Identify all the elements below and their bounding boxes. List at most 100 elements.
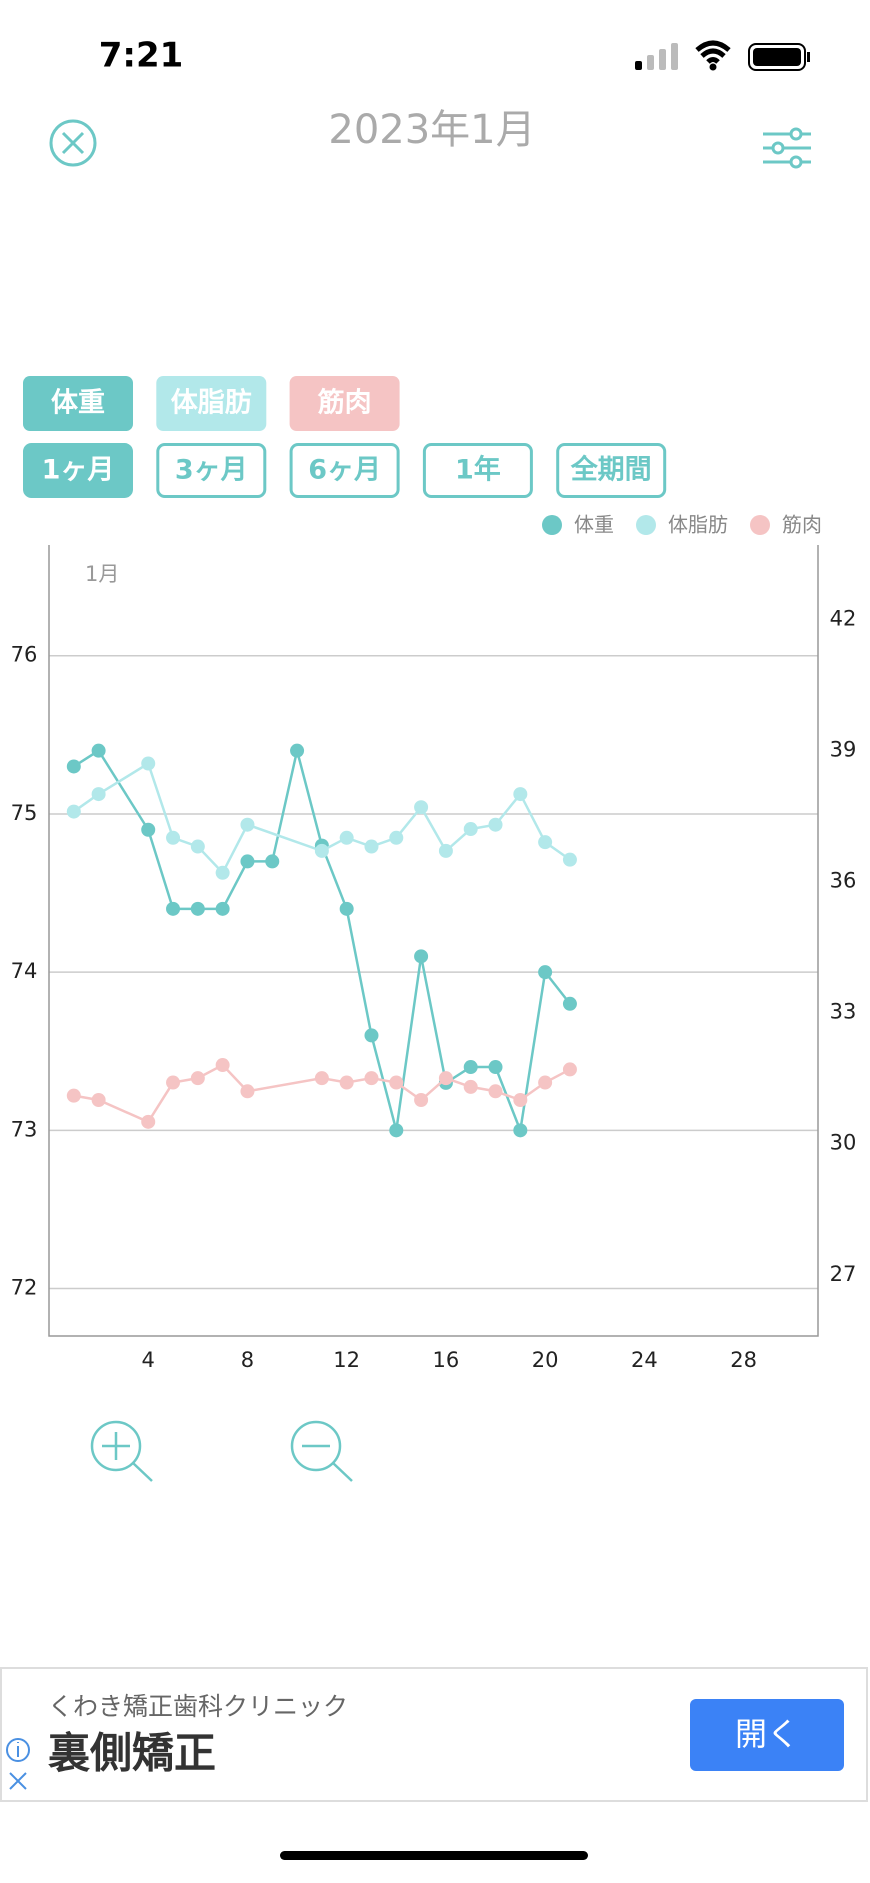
data-point xyxy=(538,1075,553,1090)
period-button[interactable] xyxy=(23,443,133,498)
legend-label: 体脂肪 xyxy=(668,513,728,537)
period-button[interactable] xyxy=(156,443,267,498)
data-point xyxy=(488,1060,503,1075)
data-point xyxy=(463,822,478,837)
period-label: 1月 xyxy=(85,562,119,586)
data-point xyxy=(389,830,404,845)
close-button[interactable] xyxy=(49,119,97,167)
data-point xyxy=(91,787,106,802)
period-button[interactable] xyxy=(289,443,400,498)
legend-swatch xyxy=(636,515,656,535)
ad-title: 裏側矯正 xyxy=(48,1729,216,1778)
data-point xyxy=(166,901,181,916)
legend-swatch xyxy=(750,515,770,535)
data-point xyxy=(141,822,156,837)
data-point xyxy=(339,1075,354,1090)
data-point xyxy=(463,1079,478,1094)
y2-tick-label: 30 xyxy=(830,1131,857,1155)
status-icons xyxy=(635,40,810,71)
period-label[interactable]: 1年 xyxy=(455,454,501,486)
x-tick-label: 4 xyxy=(142,1348,155,1372)
data-point xyxy=(538,835,553,850)
data-point xyxy=(141,1114,156,1129)
data-point xyxy=(339,830,354,845)
data-point xyxy=(562,996,577,1011)
data-point xyxy=(513,787,528,802)
data-point xyxy=(240,854,255,869)
legend-label: 体重 xyxy=(574,513,614,537)
period-button[interactable] xyxy=(556,443,667,498)
data-point xyxy=(290,743,305,758)
metric-label[interactable]: 筋肉 xyxy=(318,387,372,419)
status-time: 7:21 xyxy=(99,36,184,76)
y2-tick-label: 33 xyxy=(830,1000,857,1024)
data-point xyxy=(240,817,255,832)
period-label[interactable]: 3ヶ月 xyxy=(175,455,248,486)
data-point xyxy=(463,1060,478,1075)
data-point xyxy=(215,865,230,880)
x-tick-label: 24 xyxy=(631,1348,658,1372)
settings-button[interactable] xyxy=(763,127,811,169)
period-button[interactable] xyxy=(422,443,533,498)
data-point xyxy=(240,1084,255,1099)
y-tick-label: 72 xyxy=(11,1276,38,1300)
y2-tick-label: 39 xyxy=(830,737,857,761)
data-point xyxy=(389,1075,404,1090)
data-point xyxy=(66,1088,81,1103)
data-point xyxy=(414,1093,429,1108)
zoom-out[interactable] xyxy=(290,1420,353,1482)
x-tick-label: 28 xyxy=(730,1348,757,1372)
data-point xyxy=(438,1071,453,1086)
data-point xyxy=(66,759,81,774)
data-point xyxy=(562,1062,577,1077)
data-point xyxy=(513,1093,528,1108)
metric-button[interactable] xyxy=(23,376,133,431)
data-point xyxy=(364,1028,379,1043)
data-point xyxy=(91,1093,106,1108)
y-tick-label: 74 xyxy=(11,959,38,983)
metric-label[interactable]: 体脂肪 xyxy=(171,388,252,419)
data-point xyxy=(190,901,205,916)
y-tick-label: 73 xyxy=(11,1117,38,1141)
zoom-in[interactable] xyxy=(90,1420,153,1482)
metric-button[interactable] xyxy=(156,376,267,431)
data-point xyxy=(364,1071,379,1086)
data-point xyxy=(190,1071,205,1086)
period-label[interactable]: 全期間 xyxy=(570,454,652,486)
data-point xyxy=(538,965,553,980)
data-point xyxy=(66,804,81,819)
ad-open-label[interactable]: 開く xyxy=(735,1715,799,1753)
x-tick-label: 16 xyxy=(433,1348,460,1372)
legend-label: 筋肉 xyxy=(782,513,822,537)
x-tick-label: 8 xyxy=(241,1348,254,1372)
data-point xyxy=(414,800,429,815)
home-indicator xyxy=(280,1851,588,1860)
data-point xyxy=(215,1058,230,1073)
ad-info[interactable] xyxy=(6,1738,30,1790)
ad-open-button[interactable] xyxy=(690,1699,844,1771)
legend-swatch xyxy=(542,515,562,535)
data-point xyxy=(389,1123,404,1138)
period-label[interactable]: 6ヶ月 xyxy=(308,455,381,486)
data-point xyxy=(364,839,379,854)
data-point xyxy=(488,817,503,832)
data-point xyxy=(265,854,280,869)
data-point xyxy=(488,1084,503,1099)
metric-label[interactable]: 体重 xyxy=(51,388,105,419)
data-point xyxy=(166,1075,181,1090)
data-point xyxy=(513,1123,528,1138)
data-point xyxy=(166,830,181,845)
data-point xyxy=(314,1071,329,1086)
period-label[interactable]: 1ヶ月 xyxy=(42,455,115,486)
data-point xyxy=(91,743,106,758)
metric-button[interactable] xyxy=(289,376,400,431)
data-point xyxy=(414,949,429,964)
plot-frame xyxy=(48,545,819,1337)
data-point xyxy=(314,843,329,858)
y-tick-label: 76 xyxy=(11,643,38,667)
x-tick-label: 20 xyxy=(532,1348,559,1372)
x-tick-label: 12 xyxy=(333,1348,360,1372)
data-point xyxy=(438,843,453,858)
